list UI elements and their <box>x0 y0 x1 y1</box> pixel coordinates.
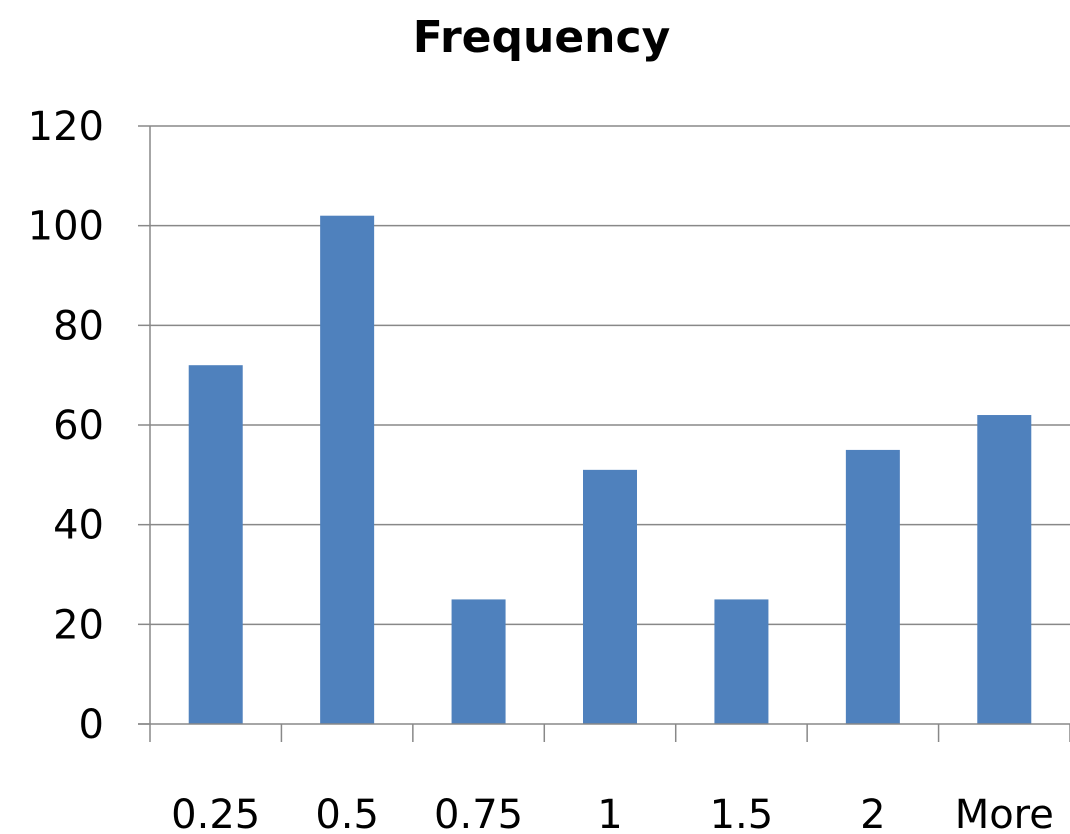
x-tick-label: More <box>955 792 1054 834</box>
y-tick-label: 20 <box>53 602 104 648</box>
x-tick-label: 1 <box>597 792 622 834</box>
x-tick-label: 2 <box>860 792 885 834</box>
x-tick-label: 0.5 <box>315 792 379 834</box>
y-tick-label: 40 <box>53 503 104 549</box>
x-tick-label: 1.5 <box>710 792 774 834</box>
bars <box>188 215 1032 724</box>
bar-more <box>977 415 1032 724</box>
bar-1 <box>583 469 637 724</box>
y-tick-label: 80 <box>53 303 104 349</box>
y-tick-label: 60 <box>53 403 104 449</box>
chart-title: Frequency <box>412 12 671 63</box>
y-tick-label: 120 <box>28 104 104 150</box>
x-tick-label: 0.75 <box>434 792 523 834</box>
bar-0-75 <box>451 599 506 724</box>
bar-1-5 <box>714 599 769 724</box>
bar-0-25 <box>188 365 243 724</box>
axes <box>138 125 1070 742</box>
x-tick-labels: 0.25 0.5 0.75 1 1.5 2 More <box>171 792 1054 834</box>
y-tick-label: 100 <box>28 204 104 250</box>
x-tick-label: 0.25 <box>171 792 260 834</box>
bar-2 <box>845 449 900 724</box>
bar-0-5 <box>320 215 375 724</box>
y-tick-label: 0 <box>79 702 104 748</box>
y-tick-labels: 0 20 40 60 80 100 120 <box>28 104 104 748</box>
